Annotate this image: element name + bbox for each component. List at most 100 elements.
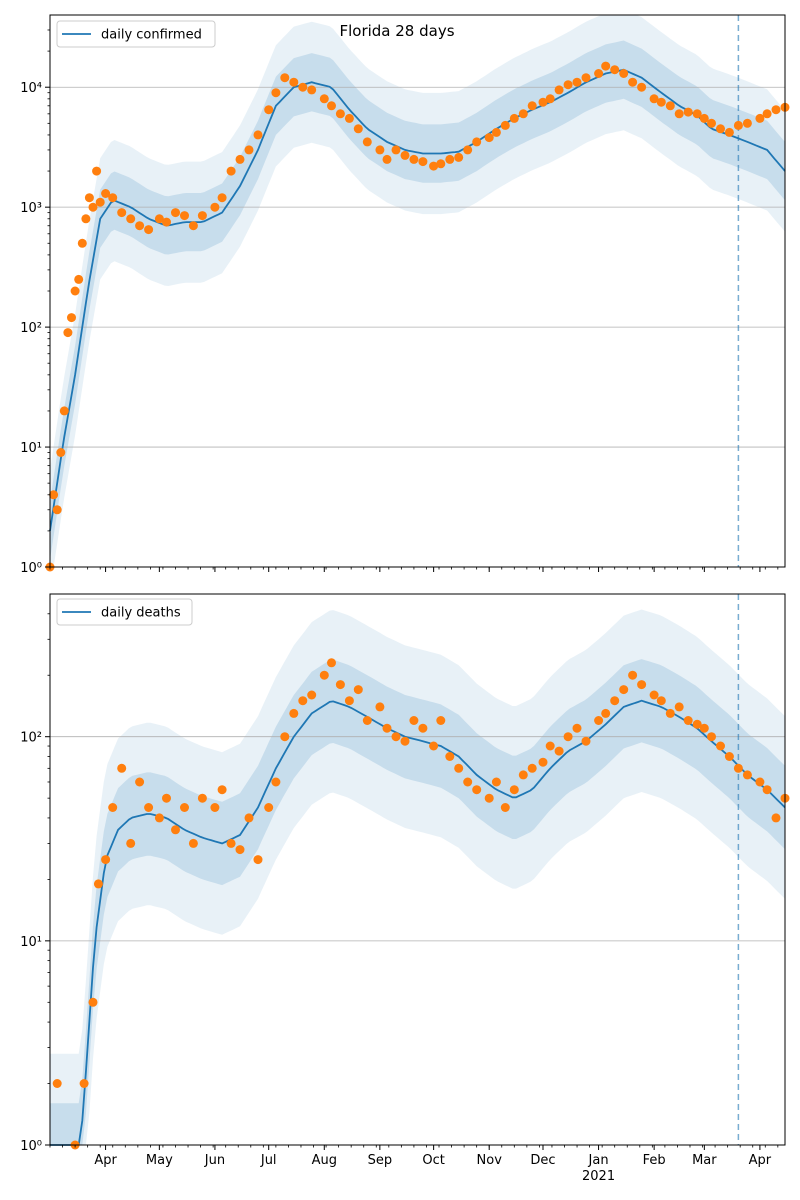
confirmed-data-point: [733, 120, 743, 130]
deaths-data-point: [762, 785, 772, 795]
confirmed-data-point: [610, 65, 620, 75]
xtick-label: Jun: [204, 1153, 225, 1168]
deaths-data-point: [319, 670, 329, 680]
deaths-data-point: [154, 813, 164, 823]
confirmed-y-ticks: 10⁰ 10¹ 10² 10³ 10⁴: [20, 29, 50, 576]
confirmed-data-point: [375, 145, 385, 155]
confirmed-data-point: [649, 94, 659, 104]
confirmed-legend-box: [56, 20, 216, 48]
confirmed-data-point: [101, 189, 111, 198]
xtick-label: Dec: [530, 1153, 555, 1168]
deaths-data-point: [637, 680, 647, 690]
deaths-data-point: [353, 685, 363, 695]
deaths-data-point: [572, 723, 582, 733]
confirmed-data-point: [683, 107, 693, 117]
deaths-data-point: [538, 757, 548, 767]
deaths-data-point: [400, 736, 410, 746]
deaths-data-point: [217, 785, 227, 795]
confirmed-data-point: [344, 113, 354, 123]
confirmed-data-point: [628, 77, 638, 87]
deaths-data-point: [733, 763, 743, 773]
deaths-y-ticks: 10⁰ 10¹ 10²: [20, 613, 50, 1154]
confirmed-data-point: [619, 69, 629, 78]
confirmed-observed-points: [45, 61, 790, 572]
confirmed-data-point: [49, 490, 59, 500]
confirmed-data-point: [716, 124, 725, 134]
deaths-data-point: [472, 785, 482, 795]
deaths-data-point: [382, 723, 392, 733]
deaths-data-point: [683, 716, 693, 725]
deaths-ytick-label: 10²: [20, 731, 42, 746]
xtick-label: Aug: [312, 1153, 337, 1168]
deaths-data-point: [454, 763, 464, 773]
deaths-data-point: [527, 763, 537, 773]
deaths-data-point: [226, 838, 236, 848]
confirmed-data-point: [429, 161, 439, 171]
deaths-data-point: [594, 716, 604, 725]
confirmed-data-point: [88, 202, 98, 212]
confirmed-data-point: [656, 97, 666, 107]
confirmed-data-point: [472, 137, 482, 147]
deaths-data-point: [135, 777, 145, 787]
deaths-data-point: [335, 680, 345, 690]
confirmed-data-point: [180, 211, 189, 221]
deaths-data-point: [742, 770, 752, 780]
deaths-data-point: [707, 732, 716, 742]
confirmed-data-point: [771, 105, 781, 115]
confirmed-data-point: [197, 211, 207, 221]
deaths-model-median-line: [50, 699, 786, 1146]
deaths-data-point: [445, 752, 455, 761]
confirmed-data-point: [77, 238, 87, 248]
deaths-data-point: [665, 708, 675, 718]
deaths-data-point: [144, 803, 154, 812]
deaths-data-point: [298, 696, 308, 706]
confirmed-ytick-label: 10²: [20, 321, 42, 336]
deaths-data-point: [280, 732, 290, 742]
deaths-ytick-label: 10⁰: [20, 1139, 42, 1154]
confirmed-data-point: [454, 152, 464, 162]
deaths-x-ticks: Apr May Jun Jul Aug Sep Oct Nov Dec Jan Feb Mar Apr 2…: [49, 1145, 779, 1184]
deaths-data-point: [362, 716, 372, 725]
confirmed-data-point: [63, 328, 73, 338]
deaths-data-point: [610, 696, 620, 706]
deaths-data-point: [674, 702, 684, 712]
xtick-label: May: [146, 1153, 173, 1168]
confirmed-data-point: [554, 85, 564, 95]
deaths-data-point: [126, 838, 136, 848]
deaths-data-point: [327, 658, 336, 668]
confirmed-ytick-label: 10³: [20, 201, 42, 216]
confirmed-data-point: [353, 124, 363, 134]
confirmed-data-point: [409, 154, 419, 164]
deaths-data-point: [307, 690, 317, 700]
deaths-data-point: [509, 785, 519, 795]
confirmed-data-point: [699, 113, 709, 123]
deaths-data-point: [518, 770, 528, 780]
deaths-band-outer: [50, 609, 785, 1145]
confirmed-data-point: [253, 130, 263, 140]
xtick-label: Nov: [477, 1153, 503, 1168]
deaths-data-point: [429, 741, 439, 751]
deaths-axes-frame: [49, 593, 786, 1146]
confirmed-data-point: [56, 448, 66, 457]
confirmed-data-point: [692, 109, 702, 119]
confirmed-data-point: [307, 85, 317, 95]
confirmed-data-point: [762, 109, 772, 119]
confirmed-data-point: [742, 118, 752, 128]
xtick-label: Jul: [260, 1153, 277, 1168]
xtick-label: Apr: [94, 1153, 117, 1168]
confirmed-data-point: [244, 145, 254, 155]
deaths-panel: 10⁰ 10¹ 10² Apr May Jun Jul Aug Sep Oct Nov Dec Jan…: [20, 593, 790, 1184]
confirmed-data-point: [264, 105, 274, 115]
confirmed-data-point: [538, 97, 548, 107]
confirmed-data-point: [563, 80, 573, 90]
deaths-data-point: [264, 803, 274, 812]
confirmed-data-point: [382, 154, 392, 164]
deaths-data-point: [724, 752, 734, 761]
confirmed-data-point: [144, 225, 154, 235]
xtick-label: Sep: [368, 1153, 393, 1168]
confirmed-data-point: [126, 214, 136, 224]
deaths-data-point: [484, 793, 494, 803]
confirmed-data-point: [484, 133, 494, 143]
confirmed-data-point: [445, 154, 455, 164]
